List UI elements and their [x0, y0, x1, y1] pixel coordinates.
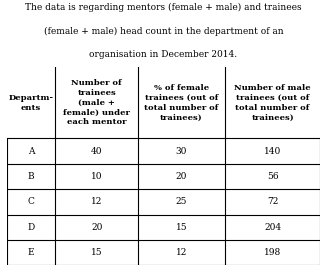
Text: organisation in December 2014.: organisation in December 2014.: [90, 50, 237, 59]
Text: 72: 72: [267, 197, 278, 206]
Text: 56: 56: [267, 172, 278, 181]
Text: 198: 198: [264, 248, 281, 257]
Text: 204: 204: [264, 223, 281, 232]
Bar: [7, 67, 320, 138]
Text: 10: 10: [91, 172, 103, 181]
Text: 20: 20: [176, 172, 187, 181]
Text: 12: 12: [91, 197, 102, 206]
Text: Number of male
trainees (out of
total number of
trainees): Number of male trainees (out of total nu…: [234, 84, 311, 121]
Text: 15: 15: [176, 223, 187, 232]
Text: 30: 30: [176, 147, 187, 156]
Text: The data is regarding mentors (female + male) and trainees: The data is regarding mentors (female + …: [25, 3, 302, 12]
Text: C: C: [27, 197, 34, 206]
Text: E: E: [27, 248, 34, 257]
Text: 140: 140: [264, 147, 281, 156]
Text: 25: 25: [176, 197, 187, 206]
Text: Number of
trainees
(male +
female) under
each mentor: Number of trainees (male + female) under…: [63, 79, 130, 126]
Text: 12: 12: [176, 248, 187, 257]
Text: Departm-
ents: Departm- ents: [9, 94, 53, 111]
Text: D: D: [27, 223, 34, 232]
Text: (female + male) head count in the department of an: (female + male) head count in the depart…: [44, 27, 283, 36]
Text: A: A: [27, 147, 34, 156]
Text: B: B: [27, 172, 34, 181]
Text: 20: 20: [91, 223, 102, 232]
Text: 15: 15: [91, 248, 103, 257]
Text: % of female
trainees (out of
total number of
trainees): % of female trainees (out of total numbe…: [144, 84, 219, 121]
Text: 40: 40: [91, 147, 103, 156]
